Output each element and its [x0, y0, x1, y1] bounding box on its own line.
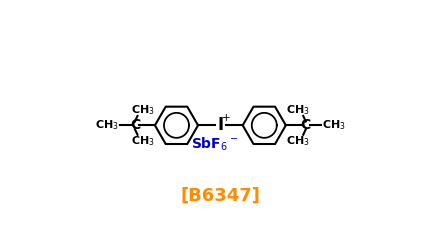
Text: CH$_3$: CH$_3$ [286, 103, 310, 117]
Text: CH$_3$: CH$_3$ [131, 134, 155, 148]
Text: CH$_3$: CH$_3$ [131, 103, 155, 117]
Text: [B6347]: [B6347] [181, 187, 260, 205]
Text: C: C [301, 118, 311, 132]
Text: +: + [222, 114, 231, 123]
Text: CH$_3$: CH$_3$ [286, 134, 310, 148]
Text: CH$_3$: CH$_3$ [322, 118, 345, 132]
Text: SbF$_6$$^-$: SbF$_6$$^-$ [191, 135, 239, 152]
Text: I: I [217, 116, 224, 134]
Text: CH$_3$: CH$_3$ [95, 118, 119, 132]
Text: C: C [130, 118, 140, 132]
